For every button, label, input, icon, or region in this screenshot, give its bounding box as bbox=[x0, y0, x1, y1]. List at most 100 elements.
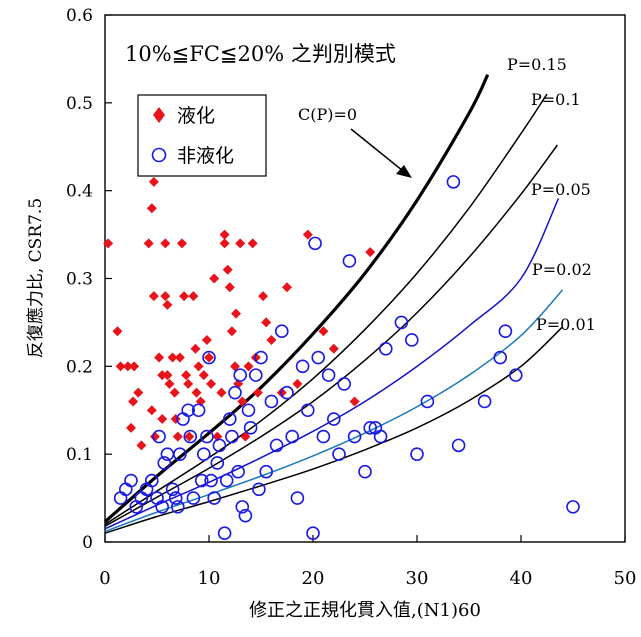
non-liquefied-point bbox=[566, 500, 580, 514]
y-tick-label: 0.6 bbox=[66, 6, 93, 26]
y-tick-label: 0.1 bbox=[66, 445, 93, 465]
axis-ticks: 0 10 20 30 40 50 0 0.1 0.2 0.3 0.4 0.5 0.6 bbox=[66, 6, 637, 589]
x-tick-label: 40 bbox=[510, 568, 533, 589]
non-liquefied-point bbox=[290, 491, 305, 505]
liquefied-point bbox=[122, 361, 133, 372]
non-liquefied-point bbox=[197, 447, 211, 461]
legend-label-liquefied: 液化 bbox=[177, 105, 215, 127]
liquefied-point bbox=[206, 378, 217, 389]
liquefied-point bbox=[243, 361, 254, 372]
non-liquefied-point bbox=[150, 491, 164, 505]
non-liquefied-point bbox=[451, 438, 466, 453]
liquefied-point bbox=[216, 387, 227, 398]
non-liquefied-point bbox=[404, 333, 419, 347]
liquefied-point bbox=[282, 282, 292, 293]
non-liquefied-point bbox=[243, 421, 258, 435]
liquefied-point bbox=[181, 370, 192, 381]
x-tick-label: 20 bbox=[302, 568, 325, 589]
liquefied-points bbox=[103, 176, 376, 451]
liquefied-point bbox=[164, 378, 175, 389]
non-liquefied-point bbox=[202, 350, 216, 365]
non-liquefied-point bbox=[378, 341, 393, 356]
non-liquefied-point bbox=[157, 456, 172, 470]
non-liquefied-point bbox=[249, 368, 263, 382]
non-liquefied-point bbox=[300, 403, 315, 418]
non-liquefied-point bbox=[420, 394, 435, 409]
non-liquefied-point bbox=[311, 350, 326, 365]
liquefied-point bbox=[146, 405, 157, 416]
curve-label-p015: P=0.15 bbox=[507, 55, 567, 74]
liquefied-point bbox=[167, 352, 178, 363]
non-liquefied-point bbox=[508, 368, 523, 382]
non-liquefied-point bbox=[165, 482, 180, 497]
legend-circle-icon bbox=[151, 147, 167, 163]
non-liquefied-point bbox=[200, 429, 214, 444]
liquefied-point bbox=[146, 203, 157, 214]
curve-label-p001: P=0.01 bbox=[536, 315, 596, 334]
liquefied-point bbox=[224, 282, 235, 293]
liquefied-point bbox=[231, 308, 242, 319]
liquefied-point bbox=[170, 414, 181, 425]
liquefied-point bbox=[115, 361, 126, 372]
liquefied-point bbox=[349, 396, 360, 407]
y-tick-label: 0.3 bbox=[66, 270, 93, 290]
non-liquefied-point bbox=[207, 491, 221, 505]
non-liquefied-point bbox=[342, 254, 357, 268]
liquefied-point bbox=[235, 238, 246, 249]
liquefied-point bbox=[204, 352, 214, 363]
liquefied-point bbox=[160, 238, 171, 249]
liquefied-point bbox=[191, 387, 202, 398]
curve-p-0-05 bbox=[104, 198, 560, 530]
liquefied-point bbox=[179, 291, 190, 302]
liquefied-point bbox=[193, 361, 204, 372]
non-liquefied-point bbox=[145, 473, 159, 488]
liquefied-point bbox=[302, 229, 313, 240]
non-liquefied-point bbox=[493, 350, 508, 365]
liquefied-point bbox=[136, 440, 147, 451]
liquefied-point bbox=[209, 273, 220, 284]
non-liquefied-point bbox=[171, 500, 185, 514]
liquefied-point bbox=[226, 326, 237, 337]
liquefied-point bbox=[172, 431, 183, 442]
x-tick-label: 50 bbox=[614, 568, 637, 589]
y-tick-label: 0 bbox=[82, 533, 93, 553]
liquefied-point bbox=[126, 422, 136, 433]
chart-title: 10%≦FC≦20% 之判別模式 bbox=[125, 42, 396, 66]
liquefied-point bbox=[133, 387, 144, 398]
non-liquefied-point bbox=[306, 526, 320, 541]
liquefied-point bbox=[219, 229, 230, 240]
curve-p-0-15 bbox=[104, 93, 548, 526]
liquefied-point bbox=[252, 387, 263, 398]
curve-label-p01: P=0.1 bbox=[531, 90, 581, 109]
non-liquefied-point bbox=[280, 385, 294, 400]
non-liquefied-point bbox=[295, 359, 310, 374]
liquefied-point bbox=[219, 238, 230, 249]
non-liquefied-point bbox=[394, 315, 409, 330]
annotation-arrow-line bbox=[350, 128, 409, 176]
liquefied-point bbox=[157, 414, 168, 425]
legend-label-non-liquefied: 非液化 bbox=[177, 145, 234, 167]
liquefied-point bbox=[103, 238, 114, 249]
x-tick-label: 0 bbox=[99, 568, 110, 589]
liquefied-point bbox=[266, 334, 277, 345]
non-liquefied-point bbox=[212, 438, 227, 453]
non-liquefied-point bbox=[347, 429, 362, 444]
curve-label-p005: P=0.05 bbox=[531, 180, 591, 199]
liquefied-point bbox=[162, 370, 173, 381]
y-tick-label: 0.2 bbox=[66, 357, 93, 377]
non-liquefied-point bbox=[238, 508, 253, 523]
liquefied-point bbox=[143, 238, 154, 249]
liquefied-point bbox=[247, 238, 258, 249]
non-liquefied-point bbox=[204, 473, 218, 488]
non-liquefied-point bbox=[186, 491, 201, 505]
non-liquefied-point bbox=[241, 403, 256, 418]
non-liquefied-point bbox=[181, 403, 195, 418]
liquefied-point bbox=[190, 343, 201, 354]
non-liquefied-point bbox=[219, 473, 234, 488]
annotation-cp0: C(P)=0 bbox=[298, 105, 357, 124]
non-liquefied-point bbox=[119, 482, 133, 497]
liquefied-point bbox=[240, 431, 251, 442]
non-liquefied-point bbox=[168, 491, 183, 505]
non-liquefied-point bbox=[274, 324, 289, 339]
